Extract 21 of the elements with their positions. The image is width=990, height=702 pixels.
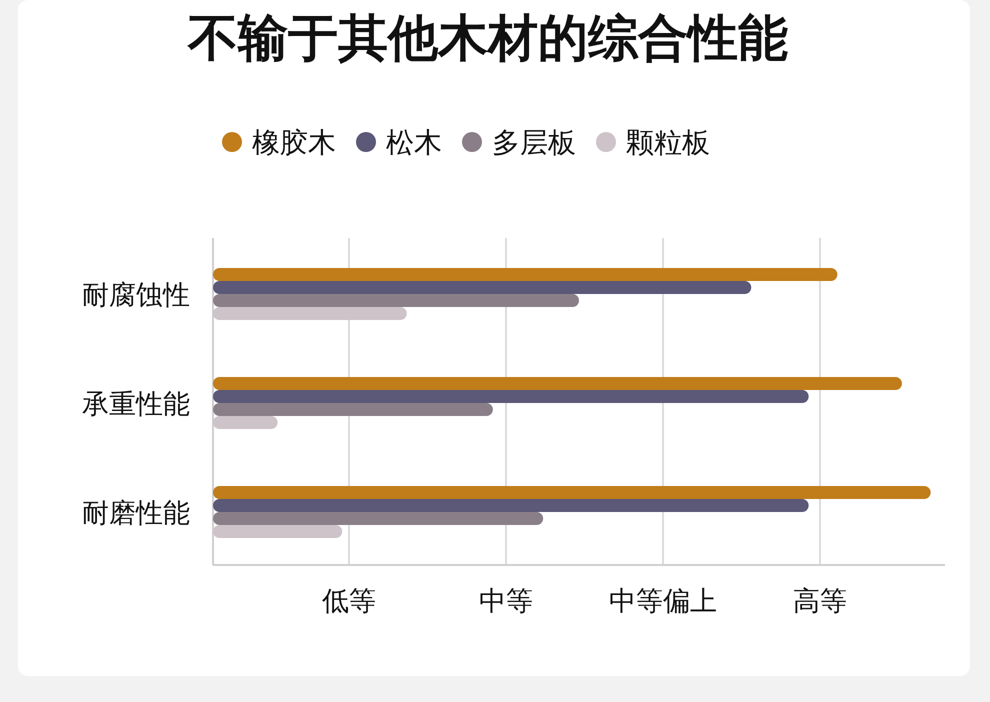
legend-label: 多层板: [492, 126, 576, 159]
text: 中等偏上: [609, 586, 717, 617]
y-tick-label: 承重性能: [82, 389, 190, 420]
legend-label: 松木: [386, 126, 442, 159]
text: 中等: [479, 586, 533, 617]
legend-label: 颗粒板: [626, 126, 710, 159]
y-tick-label: 耐磨性能: [82, 498, 190, 529]
y-tick-label: 耐腐蚀性: [82, 280, 190, 311]
bar: [213, 499, 809, 512]
bar: [213, 512, 544, 525]
bar: [213, 268, 838, 281]
bar: [213, 486, 931, 499]
text: 高等: [793, 586, 847, 617]
bar: [213, 403, 493, 416]
chart-title: 不输于其他木材的综合性能: [187, 9, 788, 67]
text: 低等: [322, 586, 376, 617]
bar: [213, 390, 809, 403]
bar: [213, 281, 752, 294]
bar: [213, 294, 579, 307]
bar: [213, 377, 902, 390]
legend-label: 橡胶木: [252, 126, 336, 159]
